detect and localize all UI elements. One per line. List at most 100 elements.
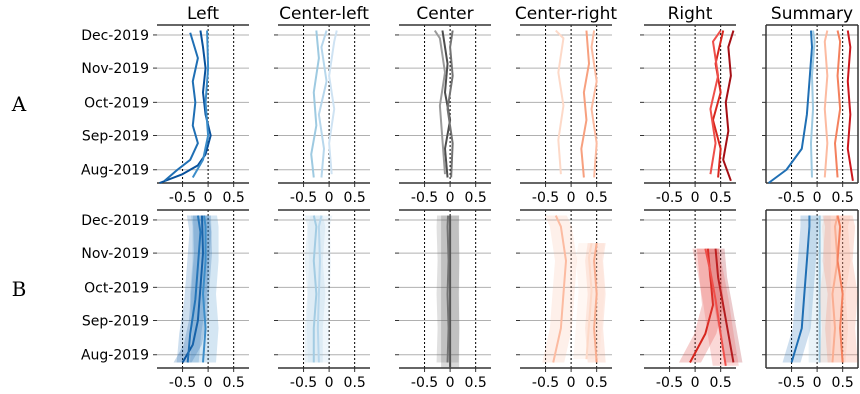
series-line <box>316 215 323 363</box>
row-label: B <box>12 277 27 301</box>
y-tick-label: Oct-2019 <box>84 95 149 111</box>
x-tick-label: -0.5 <box>411 190 438 206</box>
series-line <box>823 30 829 178</box>
confidence-band <box>573 243 605 360</box>
x-tick-label: 0.5 <box>344 375 366 391</box>
series-line <box>202 215 207 363</box>
panel-B-Right: -0.5 0 0.5 <box>640 209 743 391</box>
column-title: Right <box>668 4 713 24</box>
confidence-band <box>706 248 743 363</box>
panel-B-Summary: -0.5 0 0.5 <box>762 209 859 391</box>
series-line <box>712 30 725 178</box>
panel-B-Center-left: -0.5 0 0.5 <box>274 209 370 391</box>
y-tick-label: Aug-2019 <box>81 348 149 364</box>
confidence-band <box>679 248 724 363</box>
x-tick-label: -0.5 <box>532 190 559 206</box>
x-tick-label: 0 <box>813 375 822 391</box>
series-line <box>317 30 328 178</box>
x-tick-label: 0.5 <box>586 190 608 206</box>
column-title: Center <box>416 4 473 24</box>
series-line <box>446 30 454 178</box>
series-line <box>186 215 202 363</box>
x-tick-label: 0 <box>325 190 334 206</box>
x-tick-label: -0.5 <box>656 375 683 391</box>
confidence-band <box>176 215 212 363</box>
x-tick-label: 0 <box>813 190 822 206</box>
x-tick-label: 0.5 <box>465 190 487 206</box>
series-line <box>555 29 565 175</box>
confidence-band <box>692 248 739 366</box>
x-tick-label: -0.5 <box>532 375 559 391</box>
x-tick-label: 0 <box>204 190 213 206</box>
series-line <box>552 215 567 363</box>
confidence-band <box>822 215 858 363</box>
series-line <box>709 29 722 175</box>
x-tick-label: 0 <box>446 190 455 206</box>
column-title: Center-right <box>515 4 618 24</box>
series-line <box>191 30 210 178</box>
series-line <box>312 215 318 363</box>
panel-A-Left: -0.5 0 0.5 Dec-2019 Nov-2019 Oct-2019 Sep-2019… <box>81 24 249 206</box>
series-line <box>722 30 735 182</box>
panel-B-Center: -0.5 0 0.5 <box>395 209 491 391</box>
series-line <box>704 248 727 366</box>
series-line <box>767 30 813 184</box>
x-tick-label: -0.5 <box>169 190 196 206</box>
x-tick-label: -0.5 <box>290 190 317 206</box>
series-line <box>834 30 842 178</box>
x-tick-label: -0.5 <box>411 375 438 391</box>
series-line <box>585 242 593 360</box>
series-line <box>181 215 204 363</box>
series-line <box>310 30 320 178</box>
series-line <box>433 29 446 175</box>
panel-A-Right: -0.5 0 0.5 <box>640 24 736 206</box>
x-tick-label: 0.5 <box>465 375 487 391</box>
y-tick-label: Dec-2019 <box>81 213 149 229</box>
column-title: Summary <box>771 4 853 24</box>
panel-A-Center-left: -0.5 0 0.5 <box>274 24 370 206</box>
x-tick-label: -0.5 <box>290 375 317 391</box>
x-tick-label: 0.5 <box>710 375 732 391</box>
x-tick-label: 0 <box>325 375 334 391</box>
x-tick-label: -0.5 <box>778 375 805 391</box>
series-line <box>790 215 811 363</box>
x-tick-label: -0.5 <box>778 190 805 206</box>
x-tick-label: 0.5 <box>223 375 245 391</box>
series-line <box>164 32 199 182</box>
series-line <box>590 30 598 178</box>
series-line <box>446 215 450 363</box>
x-tick-label: 0.5 <box>832 375 854 391</box>
y-tick-label: Nov-2019 <box>81 61 149 77</box>
y-tick-label: Dec-2019 <box>81 28 149 44</box>
column-title: Center-left <box>279 4 369 24</box>
confidence-band <box>782 215 819 363</box>
panel-A-Center-right: -0.5 0 0.5 <box>516 24 612 206</box>
x-tick-label: 0.5 <box>344 190 366 206</box>
series-line <box>714 248 735 363</box>
series-line <box>580 30 590 178</box>
series-line <box>846 30 854 181</box>
series-line <box>831 215 839 363</box>
panel-B-Left: -0.5 0 0.5 Dec-2019 Nov-2019 Oct-2019 Sep-2019… <box>81 209 249 391</box>
y-tick-label: Oct-2019 <box>84 280 149 296</box>
panel-B-Center-right: -0.5 0 0.5 <box>516 209 612 391</box>
series-line <box>809 30 816 178</box>
x-tick-label: 0 <box>567 190 576 206</box>
series-line <box>836 215 844 363</box>
x-tick-label: 0.5 <box>586 375 608 391</box>
x-tick-label: 0.5 <box>710 190 732 206</box>
x-tick-label: 0.5 <box>223 190 245 206</box>
row-label: A <box>11 92 27 116</box>
confidence-band <box>819 215 851 363</box>
x-tick-label: 0.5 <box>832 190 854 206</box>
y-tick-label: Nov-2019 <box>81 246 149 262</box>
x-tick-label: 0 <box>446 375 455 391</box>
x-tick-label: 0 <box>204 375 213 391</box>
column-title: Left <box>187 4 219 24</box>
panel-A-Center: -0.5 0 0.5 <box>395 24 491 206</box>
series-line <box>328 30 338 175</box>
x-tick-label: 0 <box>567 375 576 391</box>
x-tick-label: -0.5 <box>656 190 683 206</box>
x-tick-label: 0 <box>691 190 700 206</box>
